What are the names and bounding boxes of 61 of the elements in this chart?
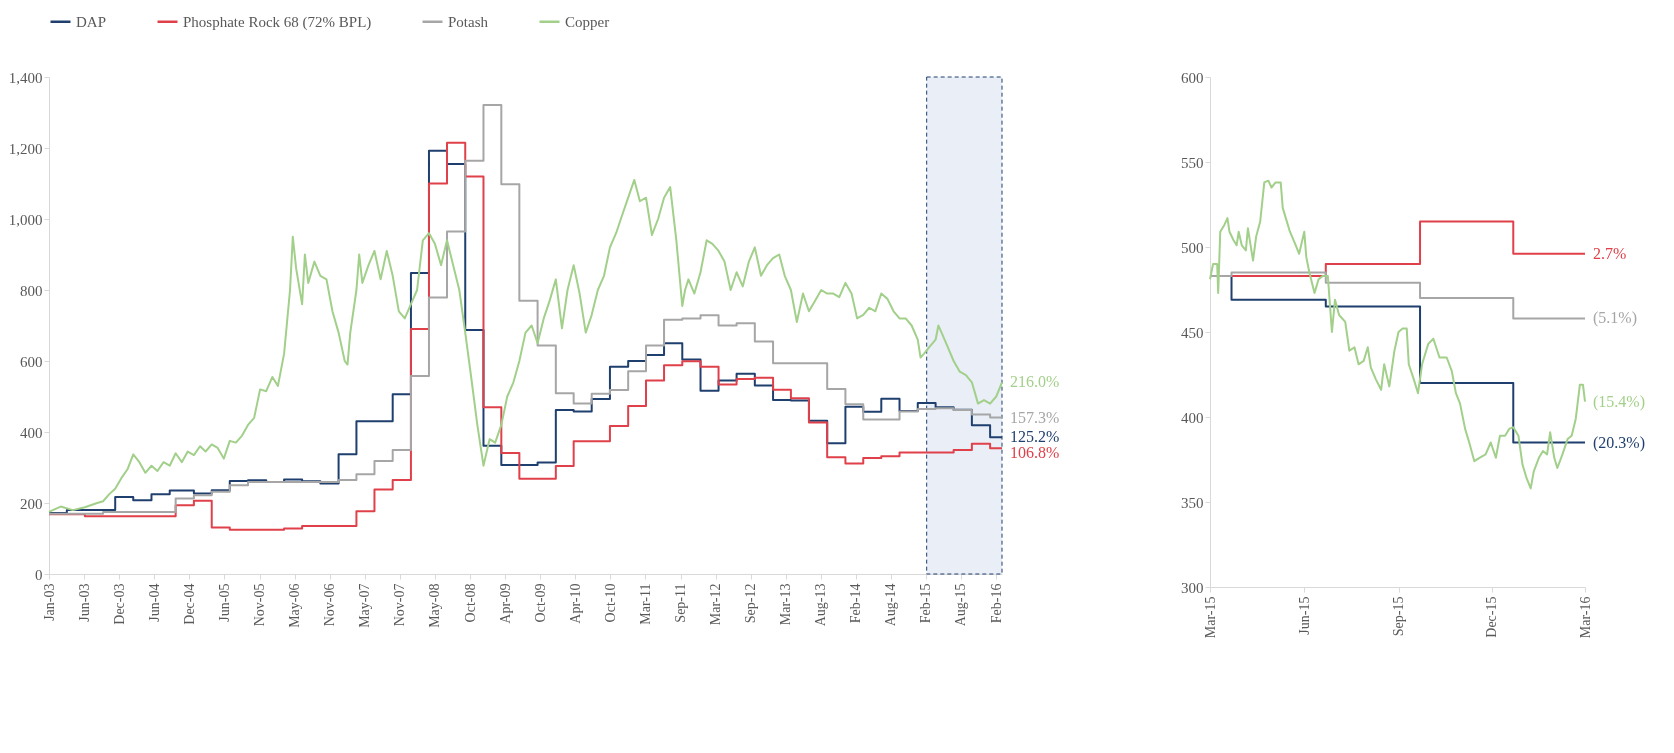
y-tick-label: 400 bbox=[20, 424, 43, 441]
annotation: 157.3% bbox=[1010, 408, 1060, 426]
x-tick-label: Mar-15 bbox=[1202, 596, 1218, 639]
x-tick-label: Aug-15 bbox=[953, 583, 969, 627]
x-tick-label: Nov-07 bbox=[392, 583, 408, 627]
x-tick-label: Nov-06 bbox=[322, 583, 338, 627]
x-tick-label: Mar-12 bbox=[708, 583, 724, 626]
x-tick-label: Feb-15 bbox=[918, 583, 934, 624]
x-tick-label: Jun-04 bbox=[146, 583, 162, 622]
x-tick-label: Feb-16 bbox=[988, 583, 1004, 624]
y-tick-label: 400 bbox=[1181, 409, 1204, 426]
x-tick-label: Mar-13 bbox=[778, 583, 794, 626]
annotation: 125.2% bbox=[1010, 428, 1060, 446]
x-tick-label: Aug-14 bbox=[883, 583, 899, 627]
line-series bbox=[1209, 179, 1586, 490]
x-tick-label: Mar-11 bbox=[637, 583, 653, 625]
x-tick-label: Oct-08 bbox=[462, 583, 478, 623]
x-tick-label: May-06 bbox=[287, 583, 303, 628]
y-tick-label: 1,000 bbox=[8, 211, 43, 228]
y-tick-label: 1,400 bbox=[8, 69, 43, 86]
annotation: (5.1%) bbox=[1593, 309, 1637, 328]
annotation: (15.4%) bbox=[1593, 392, 1645, 411]
x-tick-label: Nov-05 bbox=[252, 583, 267, 627]
y-tick-label: 1,200 bbox=[8, 140, 43, 157]
x-tick-label: Oct-10 bbox=[602, 583, 618, 623]
y-tick-label: 450 bbox=[1181, 324, 1204, 341]
legend-label: Copper bbox=[565, 13, 610, 30]
x-tick-label: Feb-14 bbox=[848, 583, 864, 624]
legend-label: DAP bbox=[76, 13, 107, 30]
annotation: (20.3%) bbox=[1593, 433, 1645, 452]
y-tick-label: 800 bbox=[20, 282, 43, 299]
x-tick-label: Sep-15 bbox=[1391, 596, 1407, 637]
x-tick-label: Jun-03 bbox=[76, 583, 92, 622]
x-tick-label: Mar-16 bbox=[1577, 596, 1593, 639]
annotation: 2.7% bbox=[1593, 244, 1627, 262]
x-tick-label: Aug-13 bbox=[813, 583, 829, 627]
x-tick-label: Dec-15 bbox=[1484, 596, 1500, 638]
y-tick-label: 500 bbox=[1181, 239, 1204, 256]
x-tick-label: Jan-03 bbox=[41, 583, 57, 621]
x-tick-label: Oct-09 bbox=[532, 583, 548, 623]
y-tick-label: 550 bbox=[1181, 154, 1204, 171]
y-tick-label: 0 bbox=[35, 566, 43, 583]
x-tick-label: Sep-12 bbox=[743, 583, 759, 624]
x-tick-label: Jun-05 bbox=[216, 583, 232, 622]
x-tick-label: May-07 bbox=[357, 583, 373, 628]
y-tick-label: 600 bbox=[1181, 69, 1204, 86]
legend-label: Potash bbox=[448, 13, 489, 30]
x-tick-label: Apr-09 bbox=[497, 583, 513, 624]
y-tick-label: 350 bbox=[1181, 494, 1204, 511]
x-tick-label: Apr-10 bbox=[567, 583, 583, 624]
annotation: 216.0% bbox=[1010, 373, 1060, 391]
y-tick-label: 600 bbox=[20, 353, 43, 370]
annotation: 106.8% bbox=[1010, 444, 1060, 462]
y-tick-label: 200 bbox=[20, 495, 43, 512]
x-tick-label: Dec-04 bbox=[181, 583, 197, 625]
x-tick-label: Dec-03 bbox=[111, 583, 127, 625]
x-tick-label: Sep-11 bbox=[673, 583, 688, 623]
legend-label: Phosphate Rock 68 (72% BPL) bbox=[183, 13, 372, 31]
y-tick-label: 300 bbox=[1181, 579, 1204, 596]
x-tick-label: Jun-15 bbox=[1296, 596, 1312, 635]
x-tick-label: May-08 bbox=[427, 583, 443, 628]
